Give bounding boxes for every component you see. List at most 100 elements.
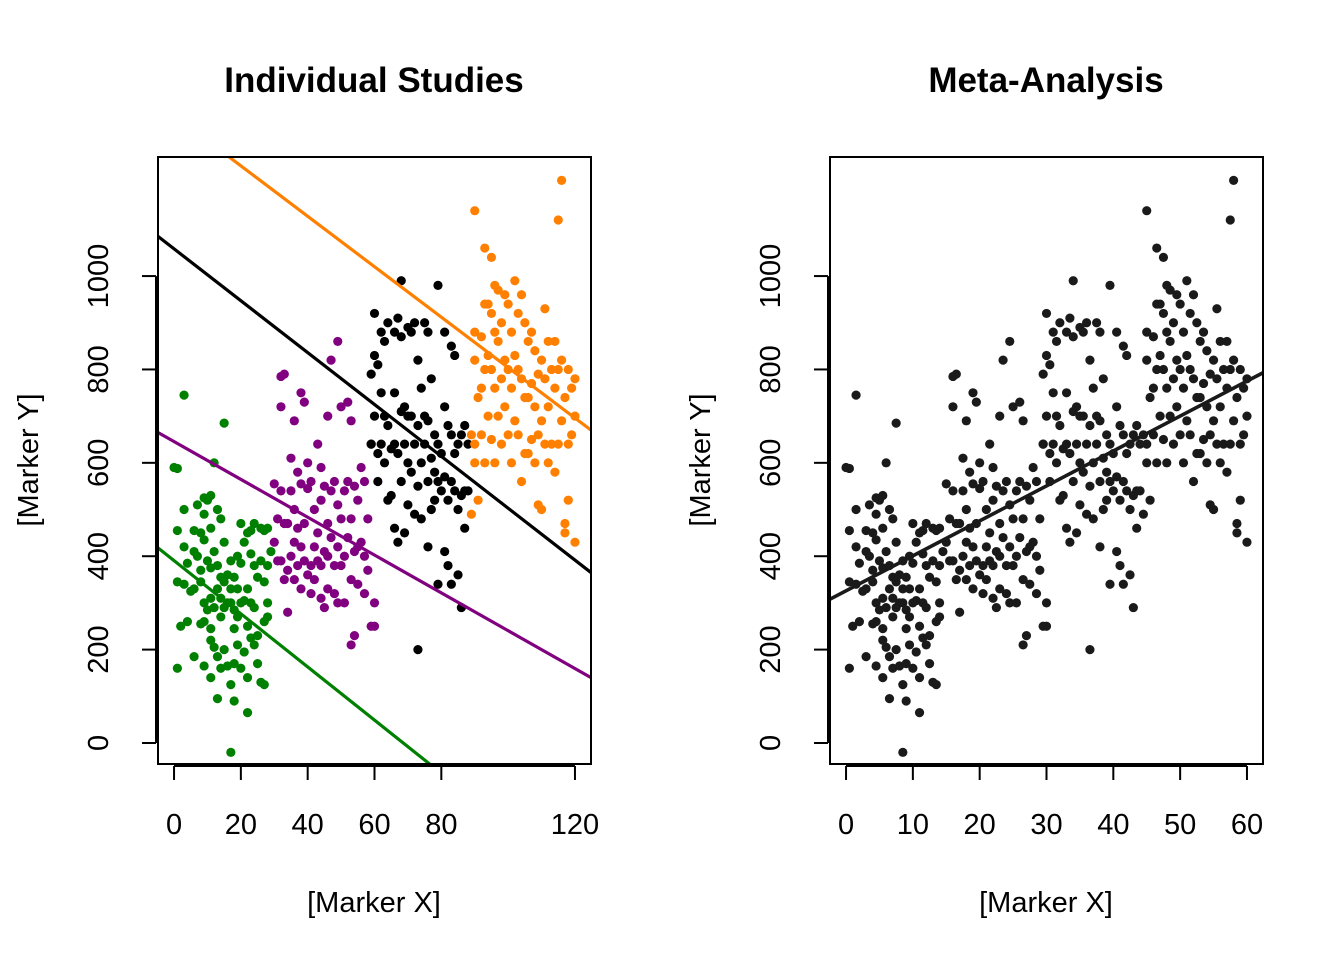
data-point-pooled (941, 479, 951, 489)
data-point-study-4 (523, 336, 533, 347)
data-point-pooled (901, 572, 911, 582)
data-point-pooled (1031, 476, 1042, 487)
data-point-study-3 (416, 458, 426, 468)
data-point-study-1 (172, 525, 182, 536)
data-point-pooled (931, 577, 941, 587)
data-point-pooled (995, 411, 1005, 421)
x-tick-label-right: 50 (1164, 809, 1196, 841)
data-point-pooled (908, 518, 918, 529)
data-point-pooled (901, 623, 911, 634)
data-point-study-4 (516, 476, 527, 487)
data-point-pooled (1051, 411, 1062, 421)
data-point-study-1 (246, 525, 256, 536)
data-point-study-2 (289, 574, 299, 585)
data-point-study-3 (376, 388, 386, 398)
data-point-pooled (891, 418, 901, 428)
data-point-pooled (1125, 504, 1135, 515)
data-point-study-2 (346, 640, 356, 650)
data-point-pooled (961, 574, 971, 585)
data-point-pooled (1122, 448, 1132, 459)
data-point-study-3 (396, 476, 406, 487)
data-point-study-3 (389, 327, 400, 337)
data-point-study-2 (363, 514, 373, 524)
data-point-study-3 (396, 332, 406, 342)
data-point-study-4 (483, 299, 493, 309)
data-point-pooled (1152, 364, 1162, 375)
data-point-study-3 (406, 327, 416, 337)
data-point-study-3 (463, 486, 473, 496)
data-point-pooled (1162, 458, 1172, 468)
data-point-pooled (1085, 645, 1095, 655)
data-point-study-1 (252, 572, 263, 582)
data-point-pooled (948, 486, 958, 496)
data-point-pooled (1112, 546, 1122, 557)
data-point-study-2 (349, 481, 360, 491)
data-point-pooled (988, 560, 998, 571)
data-point-pooled (1128, 602, 1138, 613)
data-point-pooled (924, 572, 935, 582)
data-point-study-3 (373, 448, 383, 459)
data-point-pooled (1228, 416, 1239, 426)
data-point-pooled (1081, 318, 1092, 328)
x-tick-label-left: 120 (551, 809, 599, 841)
data-point-pooled (868, 528, 878, 538)
data-point-pooled (1195, 336, 1205, 347)
data-point-pooled (1202, 458, 1212, 468)
data-point-pooled (884, 504, 895, 515)
data-point-pooled (934, 560, 945, 571)
data-point-pooled (1172, 355, 1182, 365)
data-point-pooled (1208, 504, 1219, 515)
data-point-pooled (1182, 350, 1192, 361)
data-point-pooled (1105, 280, 1115, 291)
data-point-study-3 (393, 313, 403, 323)
data-point-pooled (1008, 402, 1018, 412)
data-point-pooled (928, 556, 938, 566)
data-point-study-4 (543, 458, 553, 468)
x-axis-label-left: [Marker X] (307, 887, 441, 919)
data-point-study-3 (453, 439, 463, 449)
data-point-study-3 (440, 546, 450, 557)
data-point-study-2 (306, 476, 316, 487)
data-point-study-4 (546, 364, 557, 375)
data-point-study-2 (316, 560, 326, 571)
data-point-study-4 (533, 430, 543, 440)
data-point-pooled (1142, 327, 1152, 337)
data-point-study-4 (490, 327, 500, 337)
data-point-pooled (854, 558, 865, 568)
data-point-pooled (1102, 495, 1112, 505)
data-point-study-1 (196, 528, 206, 538)
data-point-pooled (1081, 439, 1092, 449)
data-point-study-1 (196, 565, 206, 575)
data-point-pooled (1035, 514, 1045, 524)
data-point-study-2 (269, 479, 279, 489)
data-point-study-2 (329, 476, 340, 487)
data-point-pooled (1085, 355, 1095, 365)
data-point-study-1 (216, 612, 226, 622)
data-point-pooled (1065, 313, 1075, 323)
data-point-pooled (878, 490, 888, 501)
data-point-study-3 (373, 360, 383, 370)
data-point-pooled (968, 388, 978, 398)
data-point-pooled (1075, 458, 1085, 468)
data-point-pooled (1098, 504, 1108, 515)
data-point-study-2 (279, 574, 289, 585)
meta-analysis-panel: Meta-Analysis [Marker X] [Marker Y] 0 10 2… (685, 61, 1264, 919)
data-point-study-1 (212, 584, 223, 594)
data-point-pooled (1182, 416, 1192, 426)
data-point-study-2 (323, 551, 333, 561)
data-point-pooled (1118, 430, 1128, 440)
data-point-pooled (864, 500, 875, 510)
data-point-study-4 (556, 416, 567, 426)
data-point-pooled (1182, 276, 1192, 286)
data-point-study-4 (483, 411, 493, 421)
data-point-pooled (1195, 448, 1205, 459)
data-point-pooled (1192, 318, 1202, 328)
data-point-pooled (1215, 336, 1225, 347)
x-tick-label-left: 20 (225, 809, 257, 841)
data-point-pooled (961, 504, 971, 515)
individual-studies-panel: Individual Studies [Marker X] [Marker Y]… (13, 61, 599, 919)
data-point-pooled (1225, 364, 1235, 375)
data-point-pooled (921, 602, 931, 613)
data-point-pooled (891, 537, 901, 547)
